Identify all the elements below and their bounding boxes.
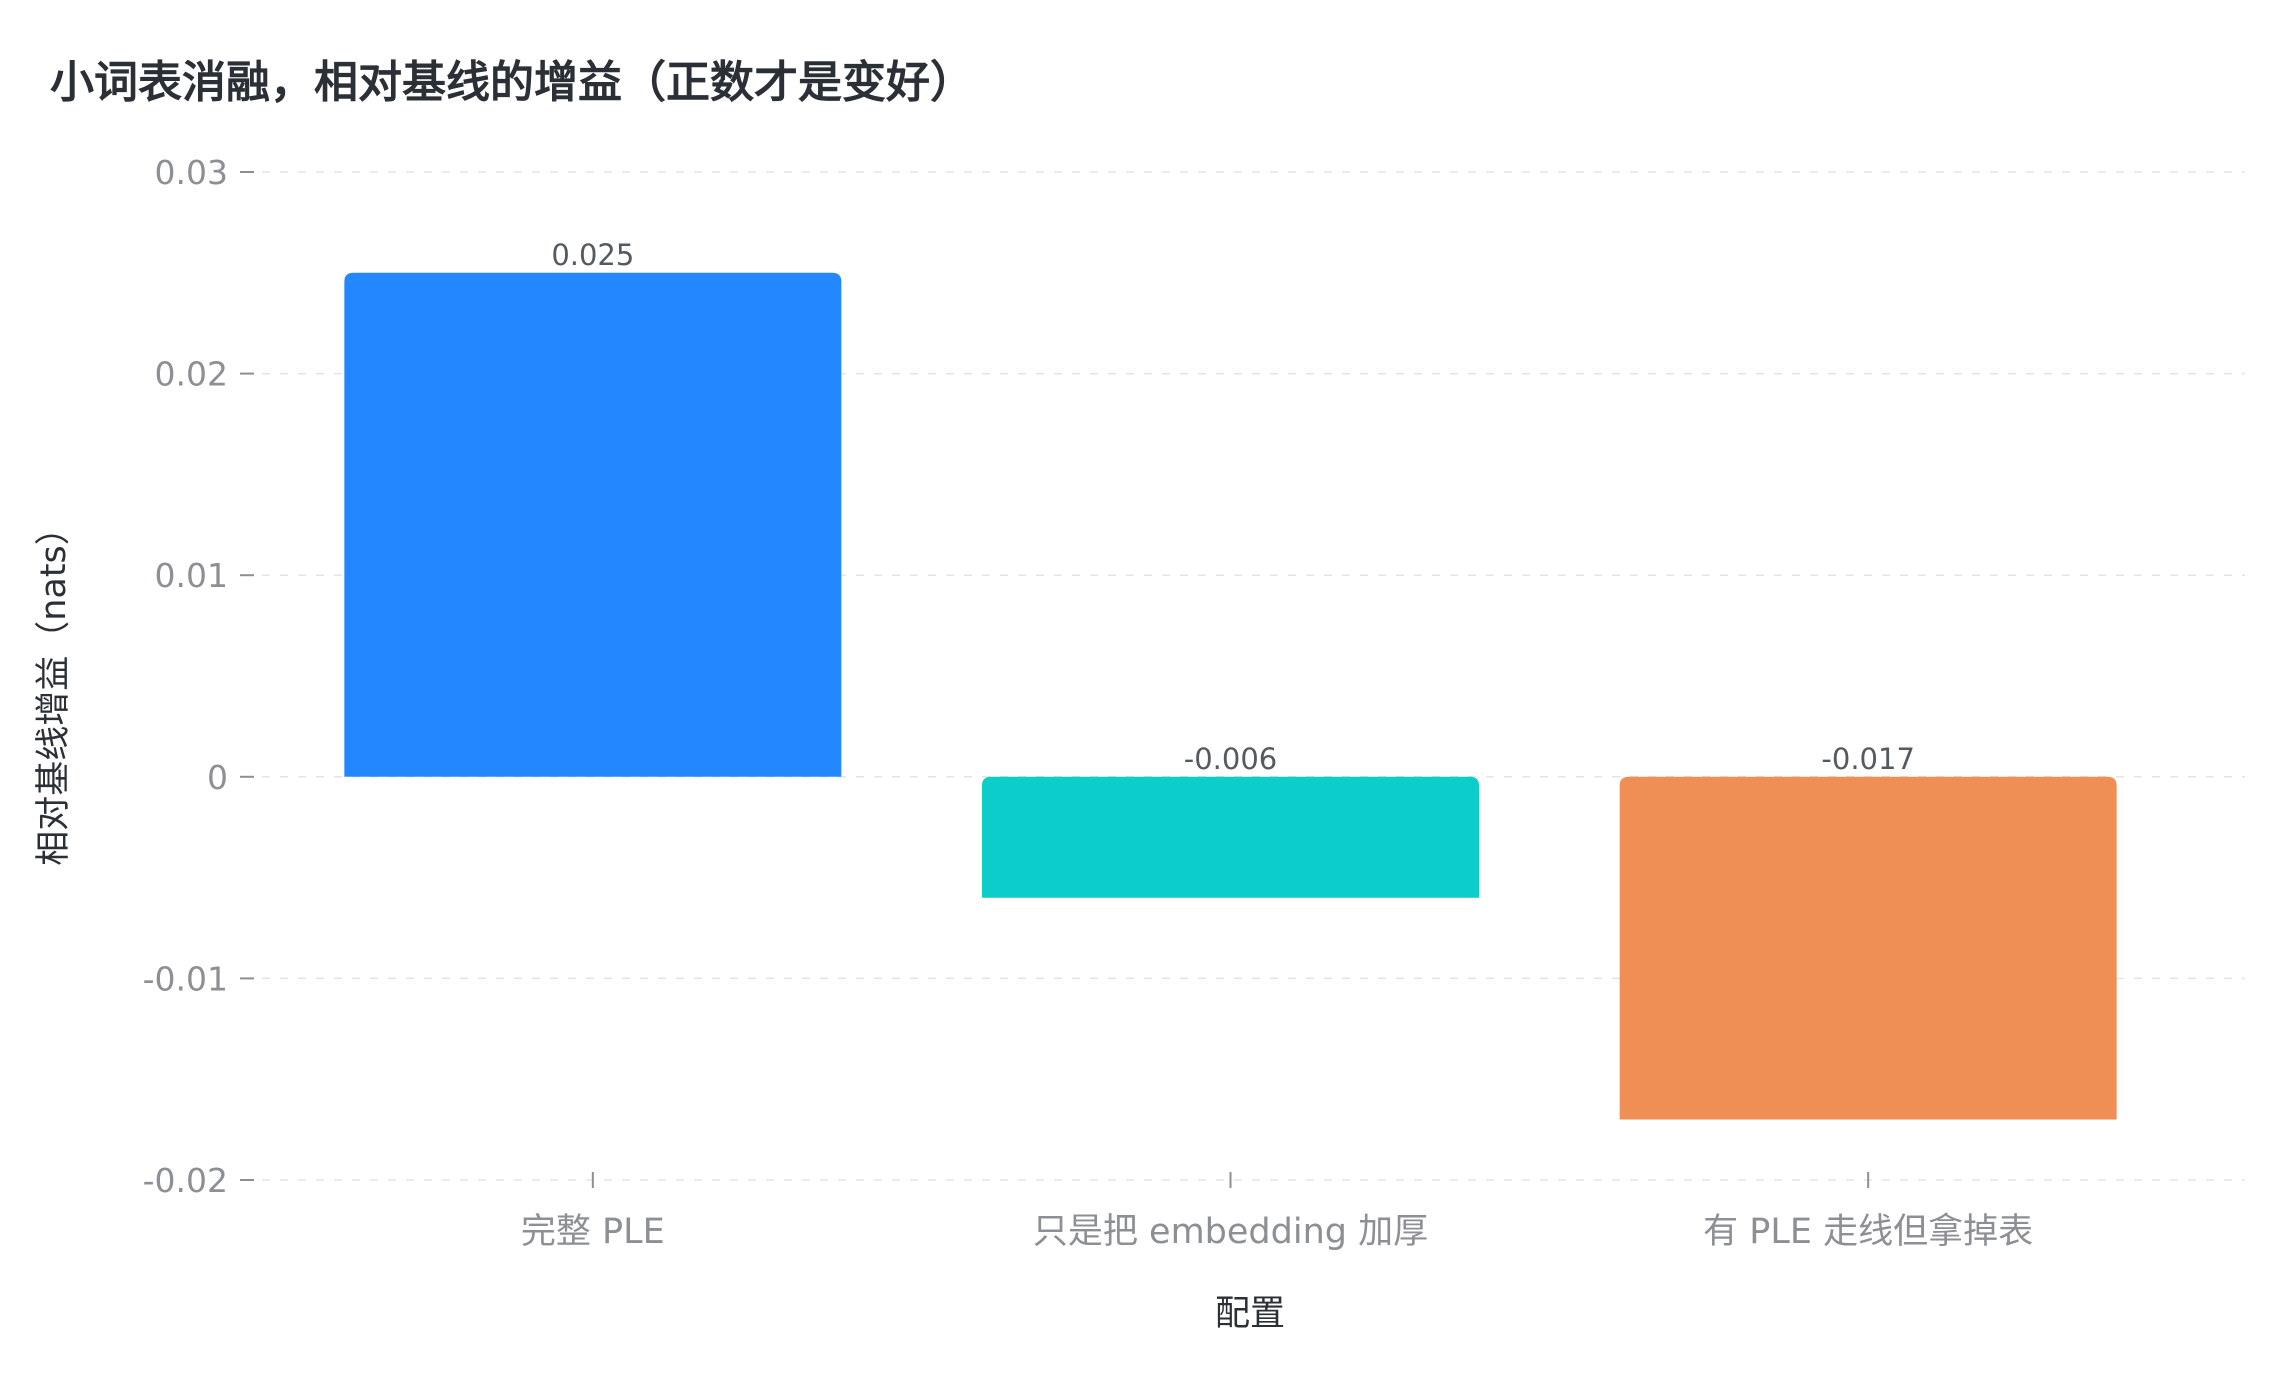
bar [982, 776, 1479, 898]
bar [1619, 776, 2117, 1120]
y-tick-label: -0.01 [143, 959, 228, 998]
y-tick-label: 0.01 [155, 556, 228, 595]
y-tick-label: 0.02 [155, 355, 228, 394]
chart-title: 小词表消融，相对基线的增益（正数才是变好） [50, 57, 974, 108]
y-axis-label: 相对基线增益（nats） [34, 510, 74, 866]
y-axis-ticks: -0.02 -0.01 0 0.01 0.02 0.03 [143, 153, 254, 1200]
y-tick-label: -0.02 [143, 1161, 228, 1200]
x-axis-label: 配置 [1215, 1294, 1285, 1334]
data-label: -0.006 [1184, 742, 1278, 776]
x-tick-label: 有 PLE 走线但拿掉表 [1703, 1212, 2033, 1252]
data-labels: 0.025 -0.006 -0.017 [551, 238, 1915, 776]
data-label: -0.017 [1821, 742, 1915, 776]
x-tick-label: 只是把 embedding 加厚 [1033, 1212, 1428, 1252]
bars [344, 272, 2117, 1120]
x-tick-label: 完整 PLE [521, 1212, 665, 1252]
bar [344, 272, 842, 777]
data-label: 0.025 [551, 238, 634, 272]
y-tick-label: 0.03 [155, 153, 228, 192]
y-tick-label: 0 [207, 758, 228, 797]
x-axis-ticks: 完整 PLE 只是把 embedding 加厚 有 PLE 走线但拿掉表 [521, 1172, 2033, 1252]
